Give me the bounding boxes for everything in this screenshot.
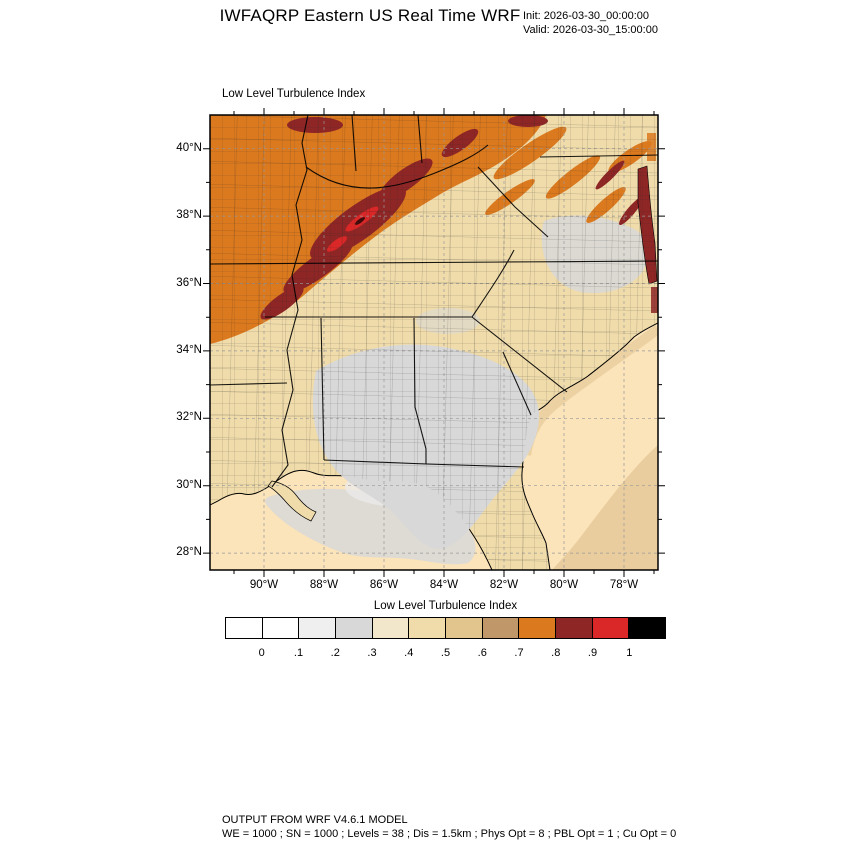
lat-tick-label: 32°N bbox=[176, 411, 202, 424]
lon-tick-label: 78°W bbox=[609, 579, 639, 591]
turbulence-map-svg bbox=[203, 108, 665, 577]
colorbar-box bbox=[481, 617, 520, 639]
map-frame: 40°N 38°N 36°N 34°N 32°N 30°N 28°N 90°W 88°W 86°… bbox=[176, 108, 665, 591]
colorbar-tick-label: .9 bbox=[587, 647, 598, 659]
colorbar-box bbox=[591, 617, 630, 639]
colorbar-title: Low Level Turbulence Index bbox=[373, 600, 518, 612]
colorbar-box bbox=[261, 617, 300, 639]
model-config-line: WE = 1000 ; SN = 1000 ; Levels = 38 ; Di… bbox=[222, 828, 677, 840]
colorbar-box bbox=[518, 617, 557, 639]
init-time-label: Init: 2026-03-30_00:00:00 bbox=[523, 10, 649, 22]
colorbar-tick-label: .3 bbox=[367, 647, 377, 659]
lat-tick-label: 30°N bbox=[176, 478, 202, 491]
colorbar-tick-label: .2 bbox=[330, 647, 340, 659]
colorbar-box bbox=[628, 617, 667, 639]
lat-tick-label: 34°N bbox=[176, 343, 202, 356]
axis-ticks bbox=[203, 108, 665, 577]
state-borders bbox=[210, 115, 658, 488]
colorbar-box bbox=[555, 617, 593, 639]
colorbar-tick-label: .7 bbox=[514, 647, 524, 659]
ocean-dark-patch bbox=[552, 445, 658, 570]
colorbar-box bbox=[371, 617, 410, 639]
valid-time-label: Valid: 2026-03-30_15:00:00 bbox=[523, 24, 658, 36]
colorbar-labels: 0 .1 .2 .3 .4 .5 .6 .7 .8 .9 1 bbox=[225, 647, 666, 661]
colorbar-box bbox=[408, 617, 447, 639]
lat-tick-label: 38°N bbox=[176, 209, 202, 222]
lon-tick-label: 88°W bbox=[309, 579, 339, 591]
colorbar-tick-label: .1 bbox=[293, 647, 304, 659]
lat-tick-label: 40°N bbox=[176, 141, 202, 154]
colorbar-tick-label: .6 bbox=[477, 647, 487, 659]
lat-tick-label: 28°N bbox=[176, 546, 202, 559]
lon-tick-label: 80°W bbox=[549, 579, 579, 591]
footer: OUTPUT FROM WRF V4.6.1 MODEL WE = 1000 ;… bbox=[222, 813, 676, 841]
map-border bbox=[209, 114, 659, 571]
lon-tick-label: 82°W bbox=[489, 579, 519, 591]
colorbar-tick-label: 0 bbox=[258, 647, 265, 659]
colorbar-box bbox=[335, 617, 373, 639]
lon-tick-label: 90°W bbox=[249, 579, 279, 591]
colorbar-boxes bbox=[225, 617, 667, 639]
colorbar-tick-label: .8 bbox=[551, 647, 561, 659]
colorbar-tick-label: 1 bbox=[626, 647, 633, 659]
colorbar-tick-label: .4 bbox=[404, 647, 414, 659]
mississippi-delta bbox=[267, 480, 317, 522]
run-info: Init: 2026-03-30_00:00:00 Valid: 2026-03… bbox=[523, 9, 658, 37]
lon-tick-label: 84°W bbox=[429, 579, 459, 591]
model-version-line: OUTPUT FROM WRF V4.6.1 MODEL bbox=[222, 814, 408, 826]
map-fill-layers bbox=[210, 115, 658, 570]
page-title: IWFAQRP Eastern US Real Time WRF bbox=[219, 6, 521, 25]
lon-tick-label: 86°W bbox=[369, 579, 399, 591]
lat-tick-label: 36°N bbox=[176, 276, 202, 289]
colorbar-box bbox=[298, 617, 337, 639]
colorbar-box bbox=[445, 617, 483, 639]
colorbar-tick-label: .5 bbox=[440, 647, 451, 659]
colorbar-box bbox=[225, 617, 263, 639]
field-title: Low Level Turbulence Index bbox=[222, 88, 366, 100]
